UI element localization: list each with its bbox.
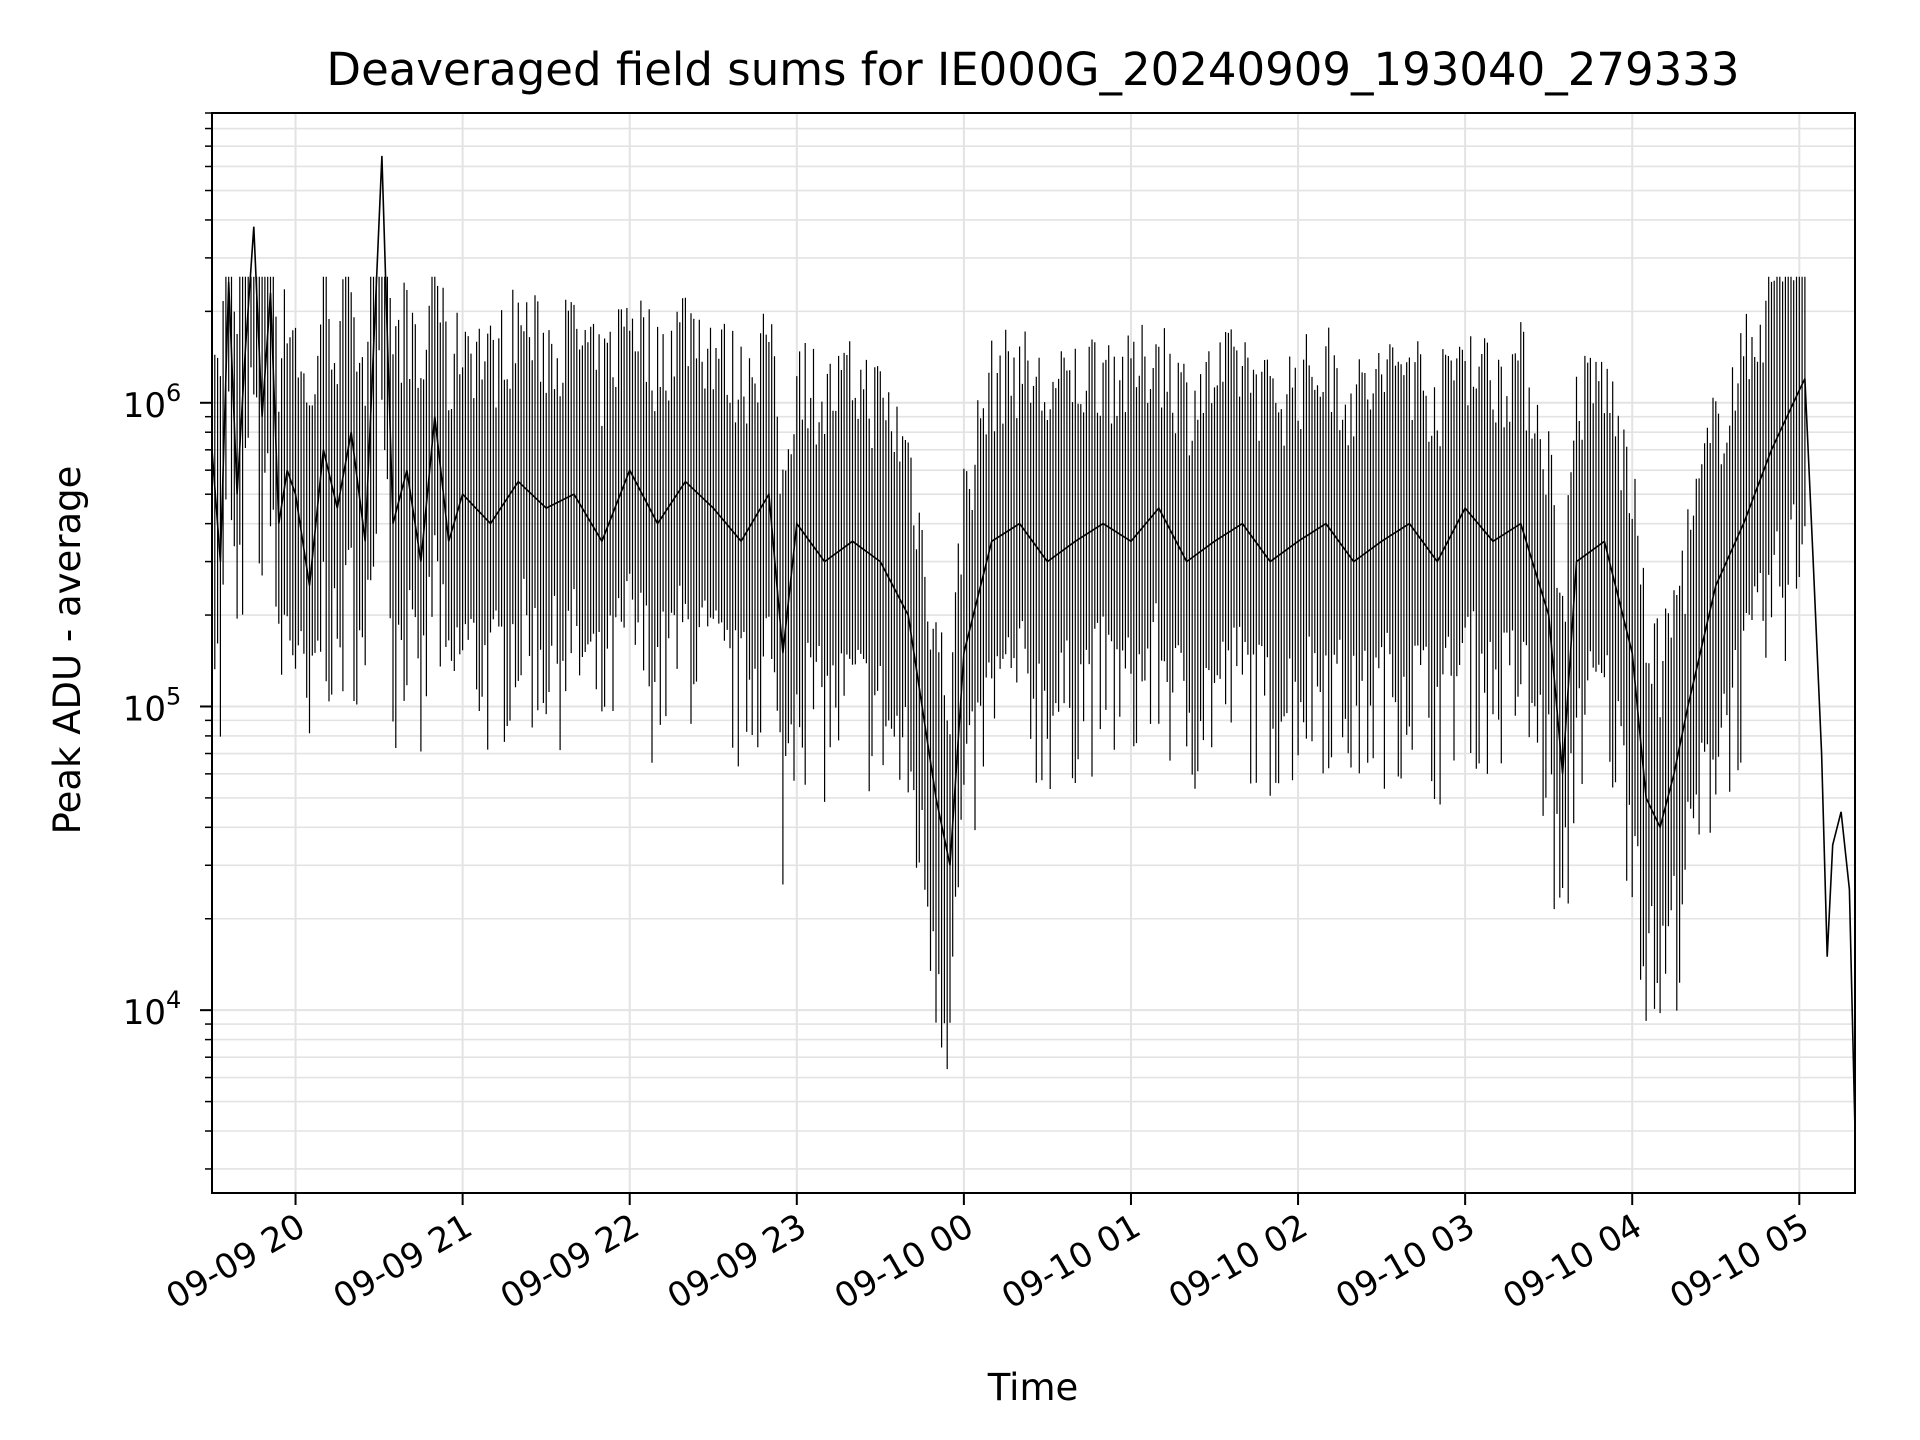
y-tick-base: 10	[123, 386, 166, 426]
y-tick-label: 10	[123, 689, 166, 729]
y-tick-exponent: 4	[166, 986, 181, 1014]
y-tick-exponent: 5	[166, 682, 181, 710]
y-tick-label: 10	[123, 386, 166, 426]
y-tick-base: 10	[123, 689, 166, 729]
x-axis-label: Time	[987, 1366, 1079, 1409]
y-axis-label: Peak ADU - average	[46, 466, 89, 835]
chart-title: Deaveraged field sums for IE000G_2024090…	[326, 43, 1739, 96]
series-line	[211, 155, 1856, 1132]
y-tick-label: 10	[123, 993, 166, 1033]
plot-frame	[211, 112, 1856, 1194]
y-tick-base: 10	[123, 993, 166, 1033]
y-tick-exponent: 6	[166, 379, 181, 407]
